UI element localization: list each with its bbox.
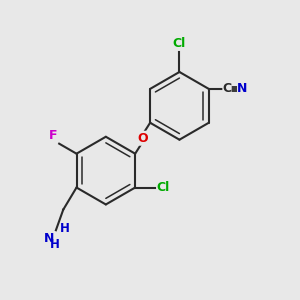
Text: N: N: [237, 82, 247, 95]
Text: Cl: Cl: [173, 38, 186, 50]
Text: H: H: [59, 222, 69, 235]
Text: C: C: [223, 82, 232, 95]
Text: Cl: Cl: [157, 181, 170, 194]
Text: H: H: [50, 238, 59, 251]
Text: O: O: [137, 132, 148, 145]
Text: N: N: [44, 232, 54, 245]
Text: F: F: [49, 129, 58, 142]
